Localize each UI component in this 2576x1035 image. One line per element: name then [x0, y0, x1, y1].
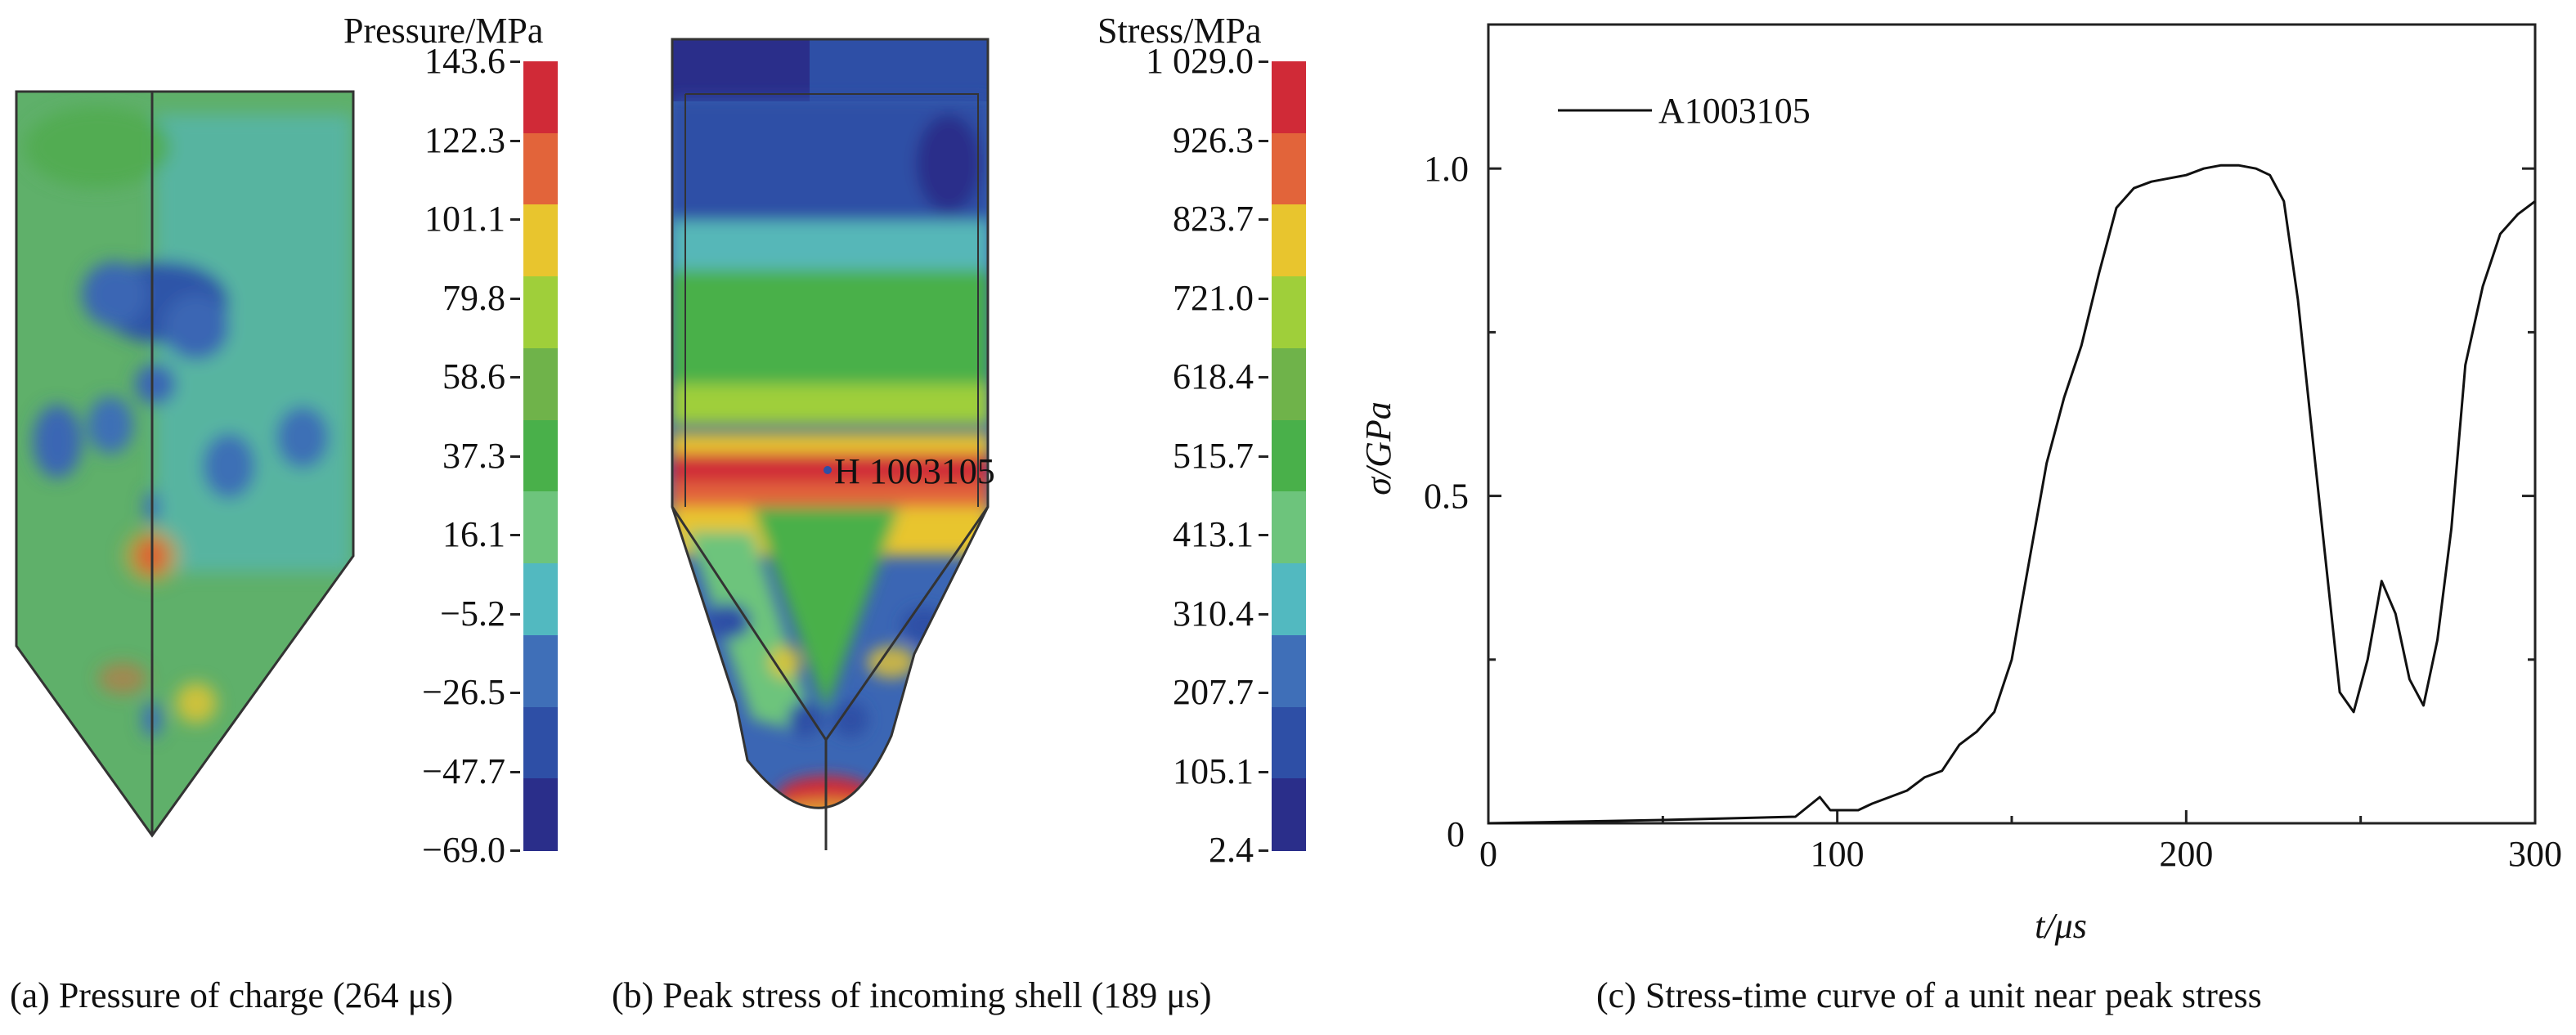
- stress-colorbar-tick-label: 207.7: [1173, 672, 1254, 712]
- pressure-colorbar-segment: [523, 347, 558, 421]
- pressure-colorbar-tick-mark: [510, 455, 520, 458]
- pressure-colorbar-tick-label: 79.8: [442, 277, 505, 318]
- stress-colorbar-tick-mark: [1259, 849, 1268, 852]
- x-tick-label: 300: [2508, 834, 2562, 874]
- stress-colorbar-tick-label: 105.1: [1173, 750, 1254, 791]
- stress-colorbar: [1272, 61, 1306, 851]
- stress-colorbar-segment: [1272, 706, 1306, 780]
- pressure-colorbar-tick-mark: [510, 297, 520, 300]
- pressure-colorbar-tick-label: −26.5: [422, 672, 505, 712]
- pressure-colorbar-tick-label: −5.2: [440, 593, 505, 634]
- node-label: H 1003105: [834, 451, 995, 491]
- stress-colorbar-segment: [1272, 419, 1306, 493]
- y-axis-label: σ/GPa: [1358, 401, 1398, 495]
- pressure-colorbar-tick-mark: [510, 376, 520, 379]
- x-tick-label: 0: [1479, 834, 1497, 874]
- stress-colorbar-segment: [1272, 276, 1306, 349]
- node-marker-icon: [824, 466, 832, 474]
- pressure-colorbar-segment: [523, 706, 558, 780]
- stress-colorbar-tick-mark: [1259, 770, 1268, 773]
- pressure-colorbar-tick-label: 143.6: [424, 41, 505, 81]
- stress-colorbar-tick-mark: [1259, 139, 1268, 142]
- pressure-colorbar-tick-mark: [510, 139, 520, 142]
- stress-colorbar-tick-mark: [1259, 692, 1268, 694]
- pressure-colorbar-segment: [523, 61, 558, 134]
- pressure-colorbar-tick-label: 122.3: [424, 119, 505, 160]
- stress-colorbar-segment: [1272, 491, 1306, 565]
- x-axis-label: t/μs: [2035, 906, 2087, 946]
- pressure-colorbar-segment: [523, 634, 558, 708]
- x-tick-label: 200: [2159, 834, 2213, 874]
- stress-colorbar-segment: [1272, 204, 1306, 278]
- pressure-colorbar-segment: [523, 419, 558, 493]
- pressure-colorbar-segment: [523, 563, 558, 636]
- legend-label: A1003105: [1658, 91, 1811, 131]
- pressure-colorbar-tick-label: 58.6: [442, 356, 505, 397]
- stress-colorbar-tick-mark: [1259, 297, 1268, 300]
- pressure-colorbar-tick-mark: [510, 692, 520, 694]
- caption-c: (c) Stress-time curve of a unit near pea…: [1596, 975, 2262, 1015]
- stress-time-chart: 0 100 200 300 0.5 1.0 0 t/μs σ/GPa A1003105: [1358, 23, 2562, 946]
- stress-colorbar-tick-label: 413.1: [1173, 514, 1254, 554]
- pressure-colorbar-tick-label: −69.0: [422, 830, 505, 870]
- charge-pressure-contour: [15, 90, 355, 838]
- stress-colorbar-tick-label: 823.7: [1173, 199, 1254, 239]
- stress-colorbar-tick-label: 310.4: [1173, 593, 1254, 634]
- stress-colorbar-tick-label: 2.4: [1209, 830, 1254, 870]
- origin-label: 0: [1447, 814, 1465, 854]
- pressure-colorbar-segment: [523, 778, 558, 851]
- stress-colorbar-segment: [1272, 347, 1306, 421]
- stress-colorbar-tick-mark: [1259, 455, 1268, 458]
- stress-colorbar-segment: [1272, 563, 1306, 636]
- caption-a: (a) Pressure of charge (264 μs): [10, 975, 454, 1015]
- series-line-A1003105: [1488, 164, 2536, 825]
- pressure-colorbar: [523, 61, 558, 851]
- pressure-colorbar-segment: [523, 276, 558, 349]
- y-tick-label: 1.0: [1424, 149, 1469, 189]
- stress-colorbar-tick-mark: [1259, 60, 1268, 63]
- pressure-colorbar-tick-label: 37.3: [442, 435, 505, 476]
- shell-stress-contour: [671, 38, 990, 850]
- pressure-colorbar-segment: [523, 204, 558, 278]
- caption-b: (b) Peak stress of incoming shell (189 μ…: [612, 975, 1212, 1015]
- pressure-colorbar-tick-mark: [510, 60, 520, 63]
- pressure-colorbar-tick-mark: [510, 770, 520, 773]
- stress-colorbar-tick-label: 926.3: [1173, 119, 1254, 160]
- stress-colorbar-segment: [1272, 634, 1306, 708]
- plot-frame: [1487, 23, 2537, 825]
- stress-colorbar-tick-label: 721.0: [1173, 277, 1254, 318]
- stress-colorbar-segment: [1272, 132, 1306, 206]
- pressure-colorbar-tick-label: −47.7: [422, 750, 505, 791]
- x-tick-label: 100: [1811, 834, 1865, 874]
- pressure-colorbar-tick-label: 101.1: [424, 199, 505, 239]
- pressure-colorbar-segment: [523, 491, 558, 565]
- y-tick-label: 0.5: [1424, 477, 1469, 517]
- stress-colorbar-tick-mark: [1259, 218, 1268, 221]
- pressure-colorbar-segment: [523, 132, 558, 206]
- pressure-colorbar-tick-mark: [510, 849, 520, 852]
- stress-colorbar-tick-label: 618.4: [1173, 356, 1254, 397]
- pressure-colorbar-tick-label: 16.1: [442, 514, 505, 554]
- stress-colorbar-tick-label: 1 029.0: [1146, 41, 1254, 81]
- stress-colorbar-tick-label: 515.7: [1173, 435, 1254, 476]
- pressure-colorbar-title: Pressure/MPa: [343, 11, 544, 51]
- stress-colorbar-tick-mark: [1259, 534, 1268, 536]
- pressure-colorbar-tick-mark: [510, 534, 520, 536]
- stress-colorbar-segment: [1272, 778, 1306, 851]
- stress-colorbar-tick-mark: [1259, 612, 1268, 616]
- pressure-colorbar-tick-mark: [510, 612, 520, 616]
- pressure-colorbar-tick-mark: [510, 218, 520, 221]
- stress-colorbar-title: Stress/MPa: [1097, 11, 1262, 51]
- stress-colorbar-segment: [1272, 61, 1306, 134]
- stress-colorbar-tick-mark: [1259, 376, 1268, 379]
